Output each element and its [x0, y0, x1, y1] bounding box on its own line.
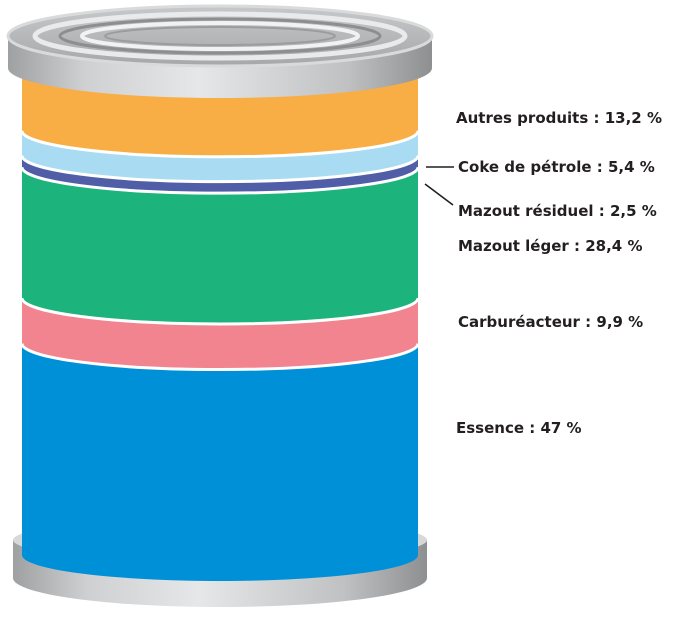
band-separator — [22, 297, 418, 326]
can-lid-groove-inner — [80, 21, 360, 51]
band-coke-de-p-trole — [22, 130, 418, 182]
band-separator — [22, 343, 418, 372]
can-lid-center — [104, 26, 336, 46]
can-lid-top — [6, 4, 434, 68]
leader-mazout-residuel — [424, 183, 454, 206]
label-carbureacteur: Carburéacteur : 9,9 % — [458, 313, 643, 331]
band-mazout-l-ger — [22, 167, 418, 324]
band-mazout-r-siduel — [22, 155, 418, 194]
band-essence — [22, 343, 418, 581]
label-mazout-residuel: Mazout résiduel : 2,5 % — [458, 202, 657, 220]
band-separator — [22, 130, 418, 159]
can-lid-groove-mid — [58, 17, 382, 55]
band-separator — [22, 155, 418, 184]
label-coke-de-petrole: Coke de pétrole : 5,4 % — [458, 158, 655, 176]
can-lid-groove-outer — [32, 11, 408, 61]
band-carbur-acteur — [22, 297, 418, 370]
can-body-bands — [22, 58, 418, 581]
label-autres-produits: Autres produits : 13,2 % — [456, 109, 662, 127]
band-separator — [22, 166, 418, 195]
label-essence: Essence : 47 % — [456, 419, 582, 437]
label-mazout-leger: Mazout léger : 28,4 % — [458, 237, 642, 255]
